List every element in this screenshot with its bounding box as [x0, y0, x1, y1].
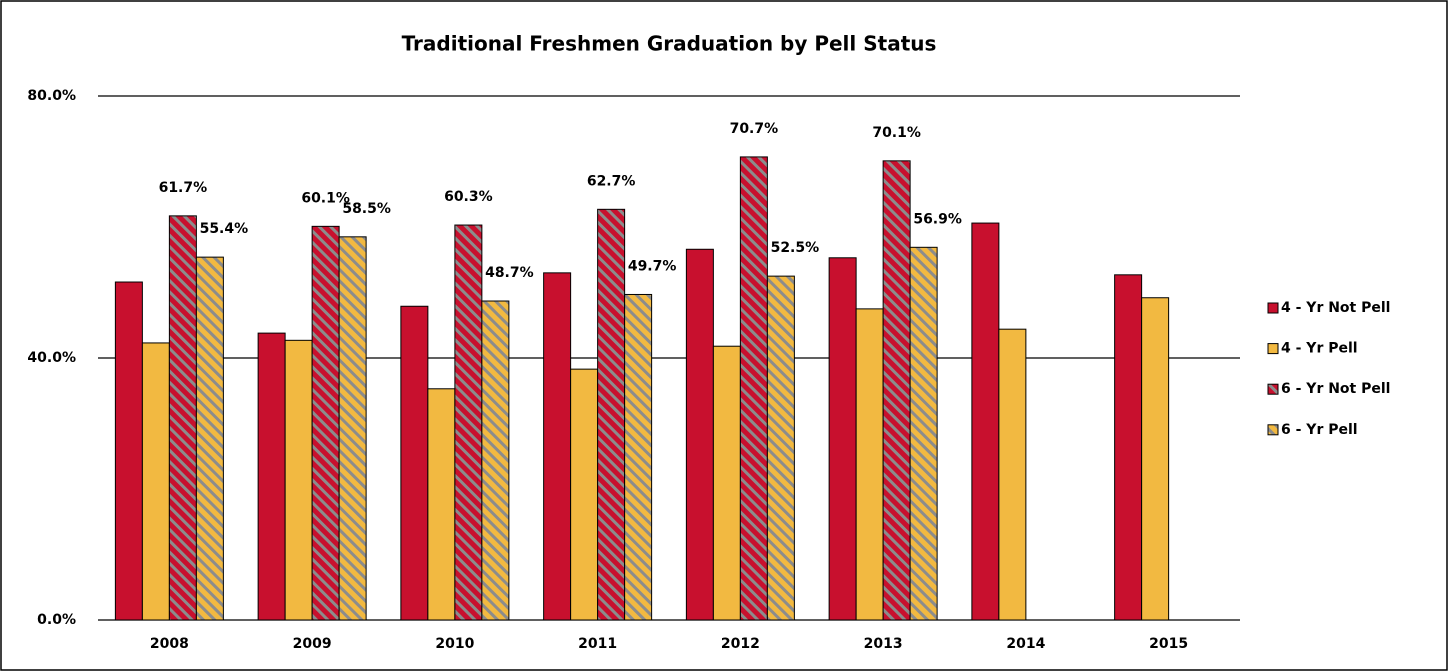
bar	[855, 308, 884, 621]
data-label: 55.4%	[200, 221, 249, 237]
x-tick-label: 2014	[1006, 636, 1045, 652]
bar	[882, 160, 911, 621]
legend-swatch	[1267, 343, 1279, 355]
bar	[454, 224, 483, 621]
bar	[114, 281, 143, 621]
bar	[1114, 274, 1143, 621]
bar	[685, 248, 714, 621]
legend-swatch	[1267, 302, 1279, 314]
bar	[427, 388, 456, 621]
bar	[597, 208, 626, 621]
x-tick-label: 2008	[150, 636, 189, 652]
data-label: 60.1%	[301, 190, 350, 206]
x-tick-label: 2012	[721, 636, 760, 652]
bar	[257, 332, 286, 621]
bar	[284, 339, 313, 621]
y-tick-label: 0.0%	[37, 612, 76, 628]
data-label: 52.5%	[771, 240, 820, 256]
data-label: 60.3%	[444, 189, 493, 205]
bar	[766, 275, 795, 621]
data-label: 61.7%	[159, 180, 208, 196]
data-label: 58.5%	[342, 201, 391, 217]
bar	[712, 345, 741, 621]
bar	[971, 222, 1000, 621]
bar	[909, 246, 938, 621]
bar	[828, 257, 857, 621]
y-tick-label: 80.0%	[27, 88, 76, 104]
bar	[141, 342, 170, 621]
legend-label: 6 - Yr Pell	[1281, 422, 1358, 438]
x-tick-label: 2013	[864, 636, 903, 652]
bar	[168, 215, 197, 621]
bar	[624, 293, 653, 621]
data-label: 70.1%	[872, 125, 921, 141]
bar	[998, 328, 1027, 621]
bar	[400, 305, 429, 621]
data-label: 62.7%	[587, 173, 636, 189]
data-label: 56.9%	[913, 211, 962, 227]
x-tick-label: 2015	[1149, 636, 1188, 652]
bar	[570, 368, 599, 621]
legend-label: 4 - Yr Pell	[1281, 341, 1358, 357]
bar	[338, 236, 367, 621]
legend-label: 6 - Yr Not Pell	[1281, 381, 1390, 397]
bar	[1141, 297, 1170, 621]
data-label: 70.7%	[730, 121, 779, 137]
legend-swatch	[1267, 424, 1279, 436]
bar	[311, 225, 340, 621]
bar	[195, 256, 224, 621]
legend-swatch	[1267, 383, 1279, 395]
data-label: 49.7%	[628, 258, 677, 274]
chart-title: Traditional Freshmen Graduation by Pell …	[402, 32, 937, 56]
bar	[543, 272, 572, 621]
x-tick-label: 2010	[435, 636, 474, 652]
bar	[739, 156, 768, 621]
bar	[481, 300, 510, 621]
x-tick-label: 2011	[578, 636, 617, 652]
data-label: 48.7%	[485, 265, 534, 281]
x-tick-label: 2009	[293, 636, 332, 652]
legend-label: 4 - Yr Not Pell	[1281, 300, 1390, 316]
y-tick-label: 40.0%	[27, 350, 76, 366]
